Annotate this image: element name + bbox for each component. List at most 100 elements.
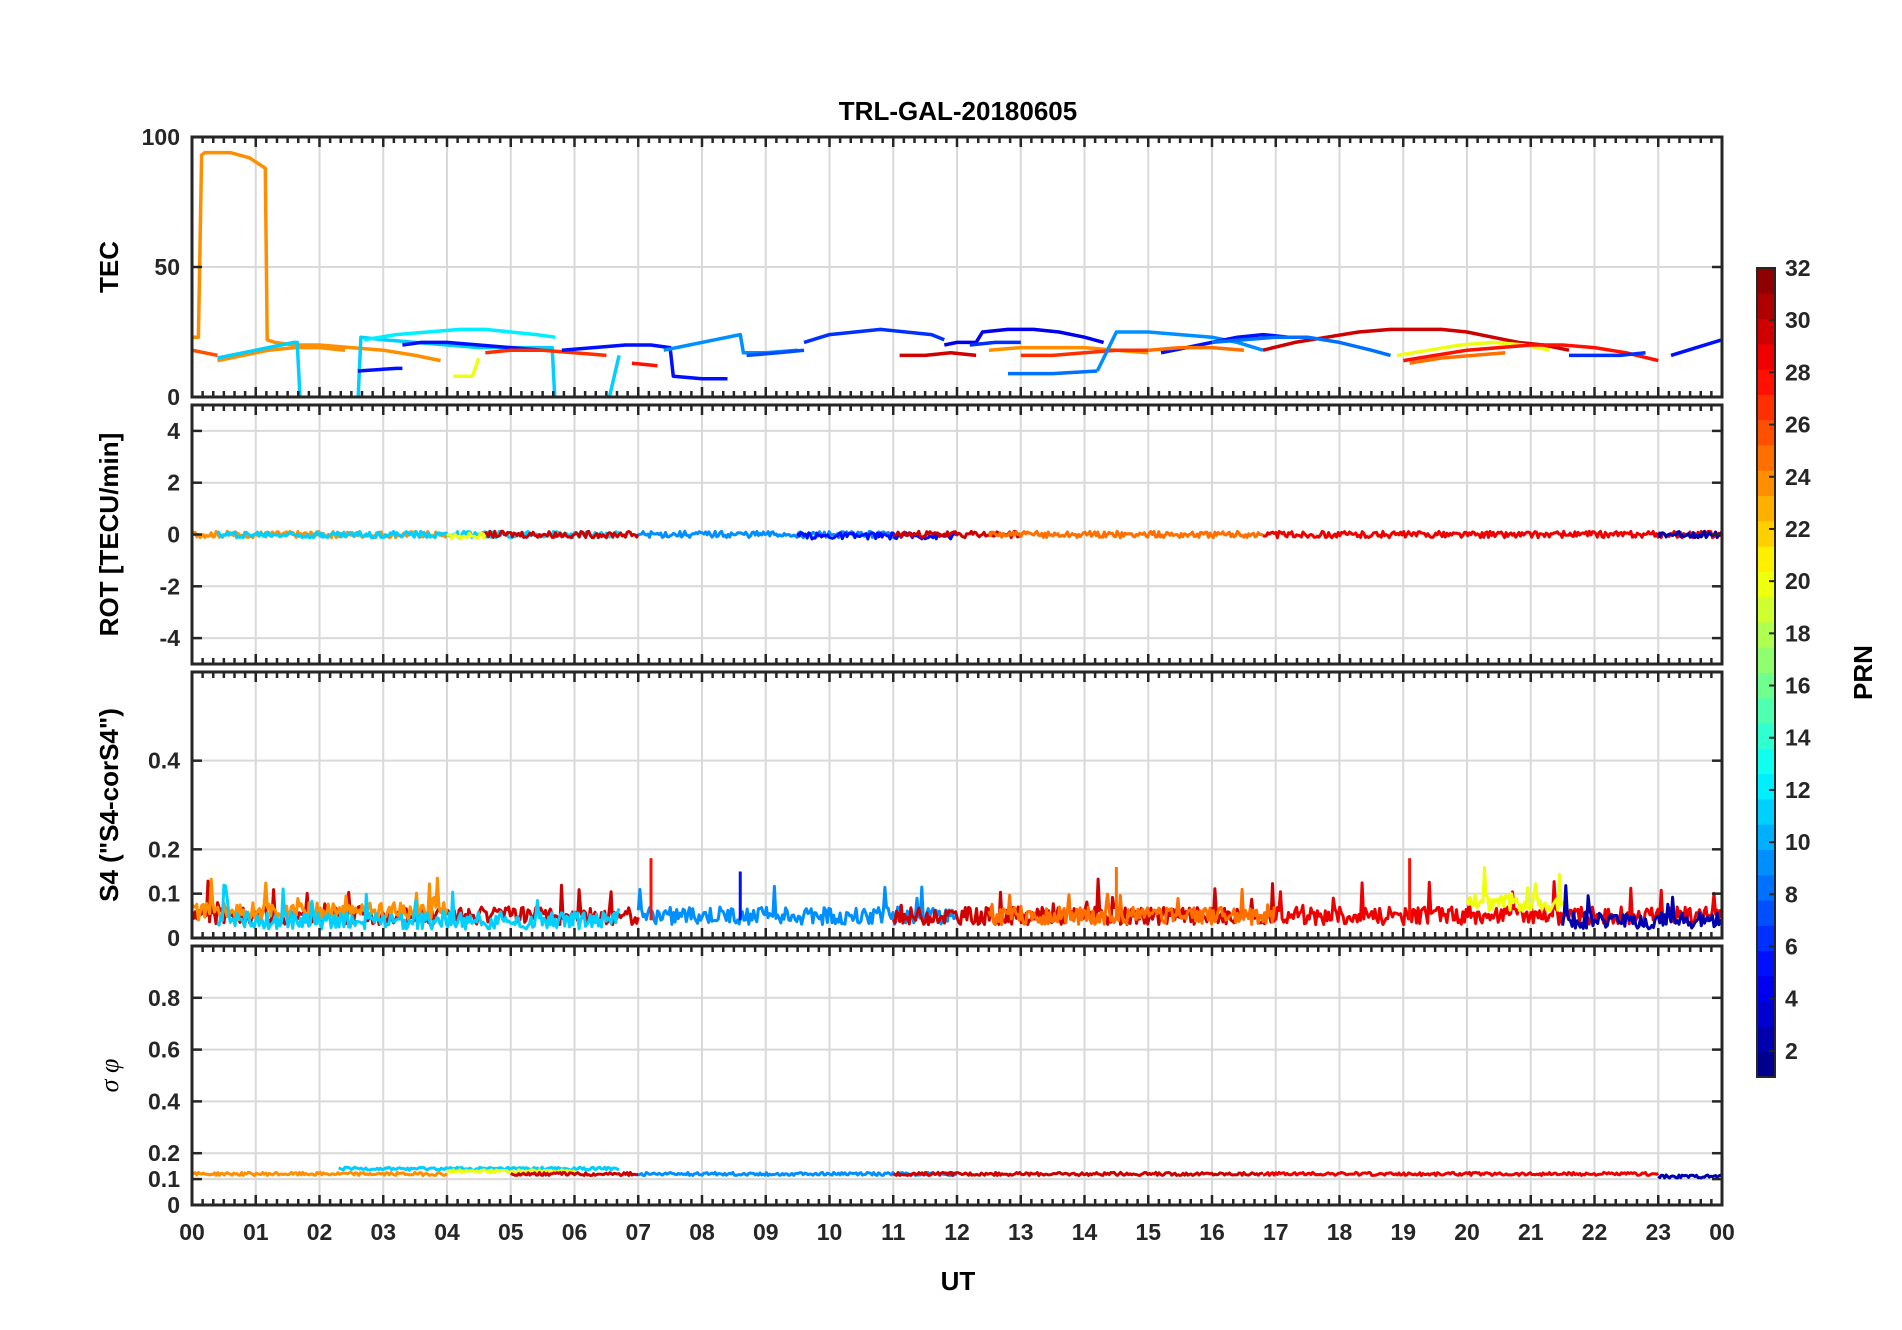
- x-tick-label: 20: [1454, 1219, 1480, 1245]
- colorbar-segment: [1757, 470, 1775, 497]
- colorbar-tick-label: 16: [1785, 673, 1811, 699]
- y-tick-label: 0: [167, 522, 180, 548]
- series-prn-8: [1211, 335, 1391, 358]
- y-tick-label: 0.1: [148, 1166, 180, 1192]
- x-tick-label: 05: [498, 1219, 524, 1245]
- series-prn-25: [987, 529, 1264, 540]
- colorbar-segment: [1757, 318, 1775, 345]
- colorbar-segment: [1757, 1026, 1775, 1053]
- x-tick-label: 03: [370, 1219, 396, 1245]
- colorbar-segment: [1757, 596, 1775, 623]
- colorbar-tick-label: 14: [1785, 725, 1811, 751]
- colorbar-segment: [1757, 748, 1775, 775]
- panel-2: -4 -2 0 2 4 ROT [TECU/min]: [94, 403, 1724, 666]
- colorbar-tick-label: 18: [1785, 620, 1811, 646]
- colorbar-tick-label: 12: [1785, 777, 1811, 803]
- y-tick-label: 2: [167, 470, 180, 496]
- series-prn-5: [402, 340, 543, 352]
- x-tick-label: 13: [1008, 1219, 1034, 1245]
- series-prn-27: [485, 348, 607, 358]
- series-prn-4: [943, 327, 1105, 347]
- x-tick-label: 11: [881, 1219, 906, 1245]
- panel-data: [192, 858, 1722, 931]
- colorbar-segment: [1757, 647, 1775, 673]
- colorbar-tick-label: 6: [1785, 934, 1798, 960]
- x-tick-label: 18: [1327, 1219, 1353, 1245]
- x-tick-label: 04: [434, 1219, 460, 1245]
- colorbar-segment: [1757, 444, 1775, 471]
- x-tick-label: 12: [944, 1219, 970, 1245]
- colorbar-segment: [1757, 723, 1775, 749]
- colorbar-segment: [1757, 621, 1775, 648]
- x-tick-label: 23: [1645, 1219, 1671, 1245]
- colorbar-segment: [1757, 798, 1775, 825]
- y-axis-label: TEC: [94, 241, 124, 293]
- colorbar-segment: [1757, 925, 1775, 952]
- colorbar-tick-label: 28: [1785, 359, 1811, 385]
- colorbar-segment: [1757, 849, 1775, 876]
- x-tick-label: 21: [1518, 1219, 1544, 1245]
- x-tick-label: 09: [753, 1219, 779, 1245]
- colorbar-tick-label: 26: [1785, 412, 1811, 438]
- y-tick-label: 4: [167, 418, 180, 444]
- panel-data: [192, 150, 1722, 397]
- y-axis-label: σ φ: [95, 1059, 124, 1093]
- x-tick-label: 00: [1709, 1219, 1735, 1245]
- colorbar-tick-label: 4: [1785, 986, 1798, 1012]
- colorbar-segment: [1757, 672, 1775, 699]
- series-prn-25: [987, 887, 1278, 927]
- colorbar-segment: [1757, 950, 1775, 977]
- series-prn-11: [217, 335, 621, 397]
- series-prn-2: [1561, 884, 1722, 931]
- x-tick-label: 14: [1072, 1219, 1098, 1245]
- x-tick-label: 10: [817, 1219, 843, 1245]
- colorbar-frame: [1756, 267, 1776, 1078]
- colorbar-segment: [1757, 546, 1775, 572]
- colorbar-label: PRN: [1848, 645, 1878, 700]
- colorbar-tick-label: 20: [1785, 568, 1811, 594]
- colorbar-segment: [1757, 874, 1775, 901]
- colorbar-segment: [1757, 394, 1775, 421]
- series-prn-26: [192, 348, 218, 358]
- x-tick-labels: 00 01 02 03 04 05 06 07 08 09 10 11 12 13 14 15 16 17 18 19…: [179, 1219, 1735, 1245]
- y-tick-label: 0.4: [148, 1088, 180, 1114]
- series-prn-2: [1657, 1173, 1722, 1180]
- panel-data: [192, 1165, 1722, 1180]
- series-prn-9: [1095, 330, 1264, 372]
- series-prn-24: [192, 150, 441, 363]
- series-prn-30: [484, 529, 640, 540]
- colorbar-segment: [1757, 697, 1775, 724]
- series-prn-6: [969, 340, 1021, 347]
- series-prn-11: [216, 883, 621, 931]
- x-tick-label: 08: [689, 1219, 715, 1245]
- panel-4: 00.10.2 0.4 0.6 0.8 σ φ: [95, 944, 1724, 1218]
- series-prn-29: [1262, 529, 1722, 540]
- colorbar-segment: [1757, 571, 1775, 598]
- colorbar-segment: [1757, 1051, 1775, 1078]
- series-prn-7: [746, 348, 805, 358]
- colorbar-segment: [1757, 343, 1775, 370]
- y-tick-label: 100: [142, 124, 180, 150]
- colorbar-tick-label: 22: [1785, 516, 1811, 542]
- colorbar-segment: [1757, 520, 1775, 547]
- colorbar-segment: [1757, 419, 1775, 446]
- colorbar-segment: [1757, 975, 1775, 1002]
- series-prn-28: [1403, 343, 1659, 363]
- y-tick-label: 50: [154, 254, 180, 280]
- series-prn-2: [1656, 529, 1722, 540]
- y-axis-label: ROT [TECU/min]: [94, 433, 124, 637]
- x-tick-label: 00: [179, 1219, 205, 1245]
- series-prn-11: [338, 1165, 620, 1172]
- panel-3: 0 0.1 0.2 0.4 S4 ("S4-corS4"): [94, 670, 1724, 951]
- series-prn-5: [561, 343, 728, 381]
- y-tick-label: -2: [160, 573, 180, 599]
- colorbar-segment: [1757, 900, 1775, 926]
- colorbar-segment: [1757, 1001, 1775, 1027]
- y-tick-label: 0.6: [148, 1037, 180, 1063]
- series-prn-30: [899, 351, 977, 358]
- series-prn-6: [1569, 351, 1646, 358]
- series-prn-12: [363, 327, 556, 342]
- series-prn-5: [796, 531, 958, 541]
- y-tick-label: 0.8: [148, 985, 180, 1011]
